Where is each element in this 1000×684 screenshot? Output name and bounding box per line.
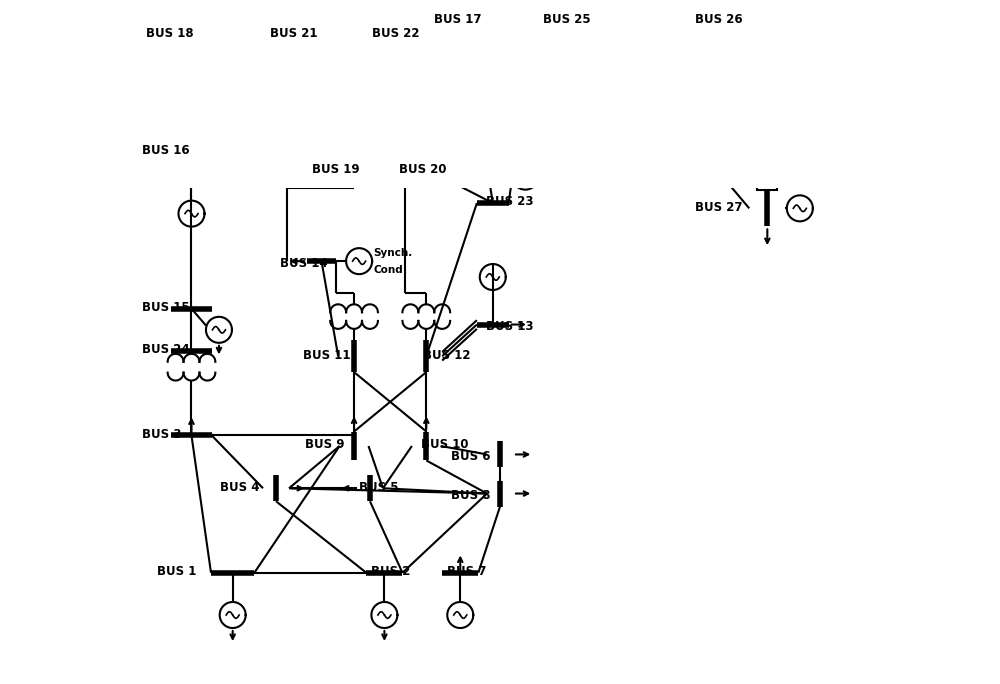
Text: BUS 16: BUS 16 <box>142 144 190 157</box>
Text: BUS 19: BUS 19 <box>312 163 360 176</box>
Text: BUS 7: BUS 7 <box>447 565 487 578</box>
Text: BUS 21: BUS 21 <box>270 27 318 40</box>
Text: BUS 13: BUS 13 <box>486 320 533 333</box>
Text: BUS 24: BUS 24 <box>142 343 190 356</box>
Text: BUS 17: BUS 17 <box>434 13 481 26</box>
Text: BUS 2: BUS 2 <box>371 565 411 578</box>
Text: BUS 11: BUS 11 <box>303 349 351 362</box>
Text: BUS 25: BUS 25 <box>543 13 591 26</box>
Text: BUS 6: BUS 6 <box>451 450 490 463</box>
Text: BUS 12: BUS 12 <box>423 349 470 362</box>
Bar <box>468 65 503 105</box>
Text: BUS 18: BUS 18 <box>146 27 194 40</box>
Text: BUS 9: BUS 9 <box>305 438 344 451</box>
Text: BUS 22: BUS 22 <box>372 27 420 40</box>
Text: Cond: Cond <box>374 265 403 274</box>
Text: BUS 8: BUS 8 <box>451 489 490 502</box>
Text: BUS 26: BUS 26 <box>695 13 743 26</box>
Text: BUS 15: BUS 15 <box>142 301 190 314</box>
Text: BUS 10: BUS 10 <box>421 438 468 451</box>
Text: BUS 4: BUS 4 <box>220 481 259 494</box>
Text: BUS 27: BUS 27 <box>695 200 743 213</box>
Text: BUS 1: BUS 1 <box>157 565 196 578</box>
Bar <box>757 50 777 190</box>
Text: BUS 14: BUS 14 <box>280 256 327 269</box>
Text: BUS 3: BUS 3 <box>142 428 182 440</box>
Text: BUS 20: BUS 20 <box>399 163 446 176</box>
Text: BUS 23: BUS 23 <box>486 196 533 209</box>
Bar <box>540 65 575 105</box>
Text: BUS 5: BUS 5 <box>359 481 399 494</box>
Text: Synch.: Synch. <box>374 248 413 258</box>
